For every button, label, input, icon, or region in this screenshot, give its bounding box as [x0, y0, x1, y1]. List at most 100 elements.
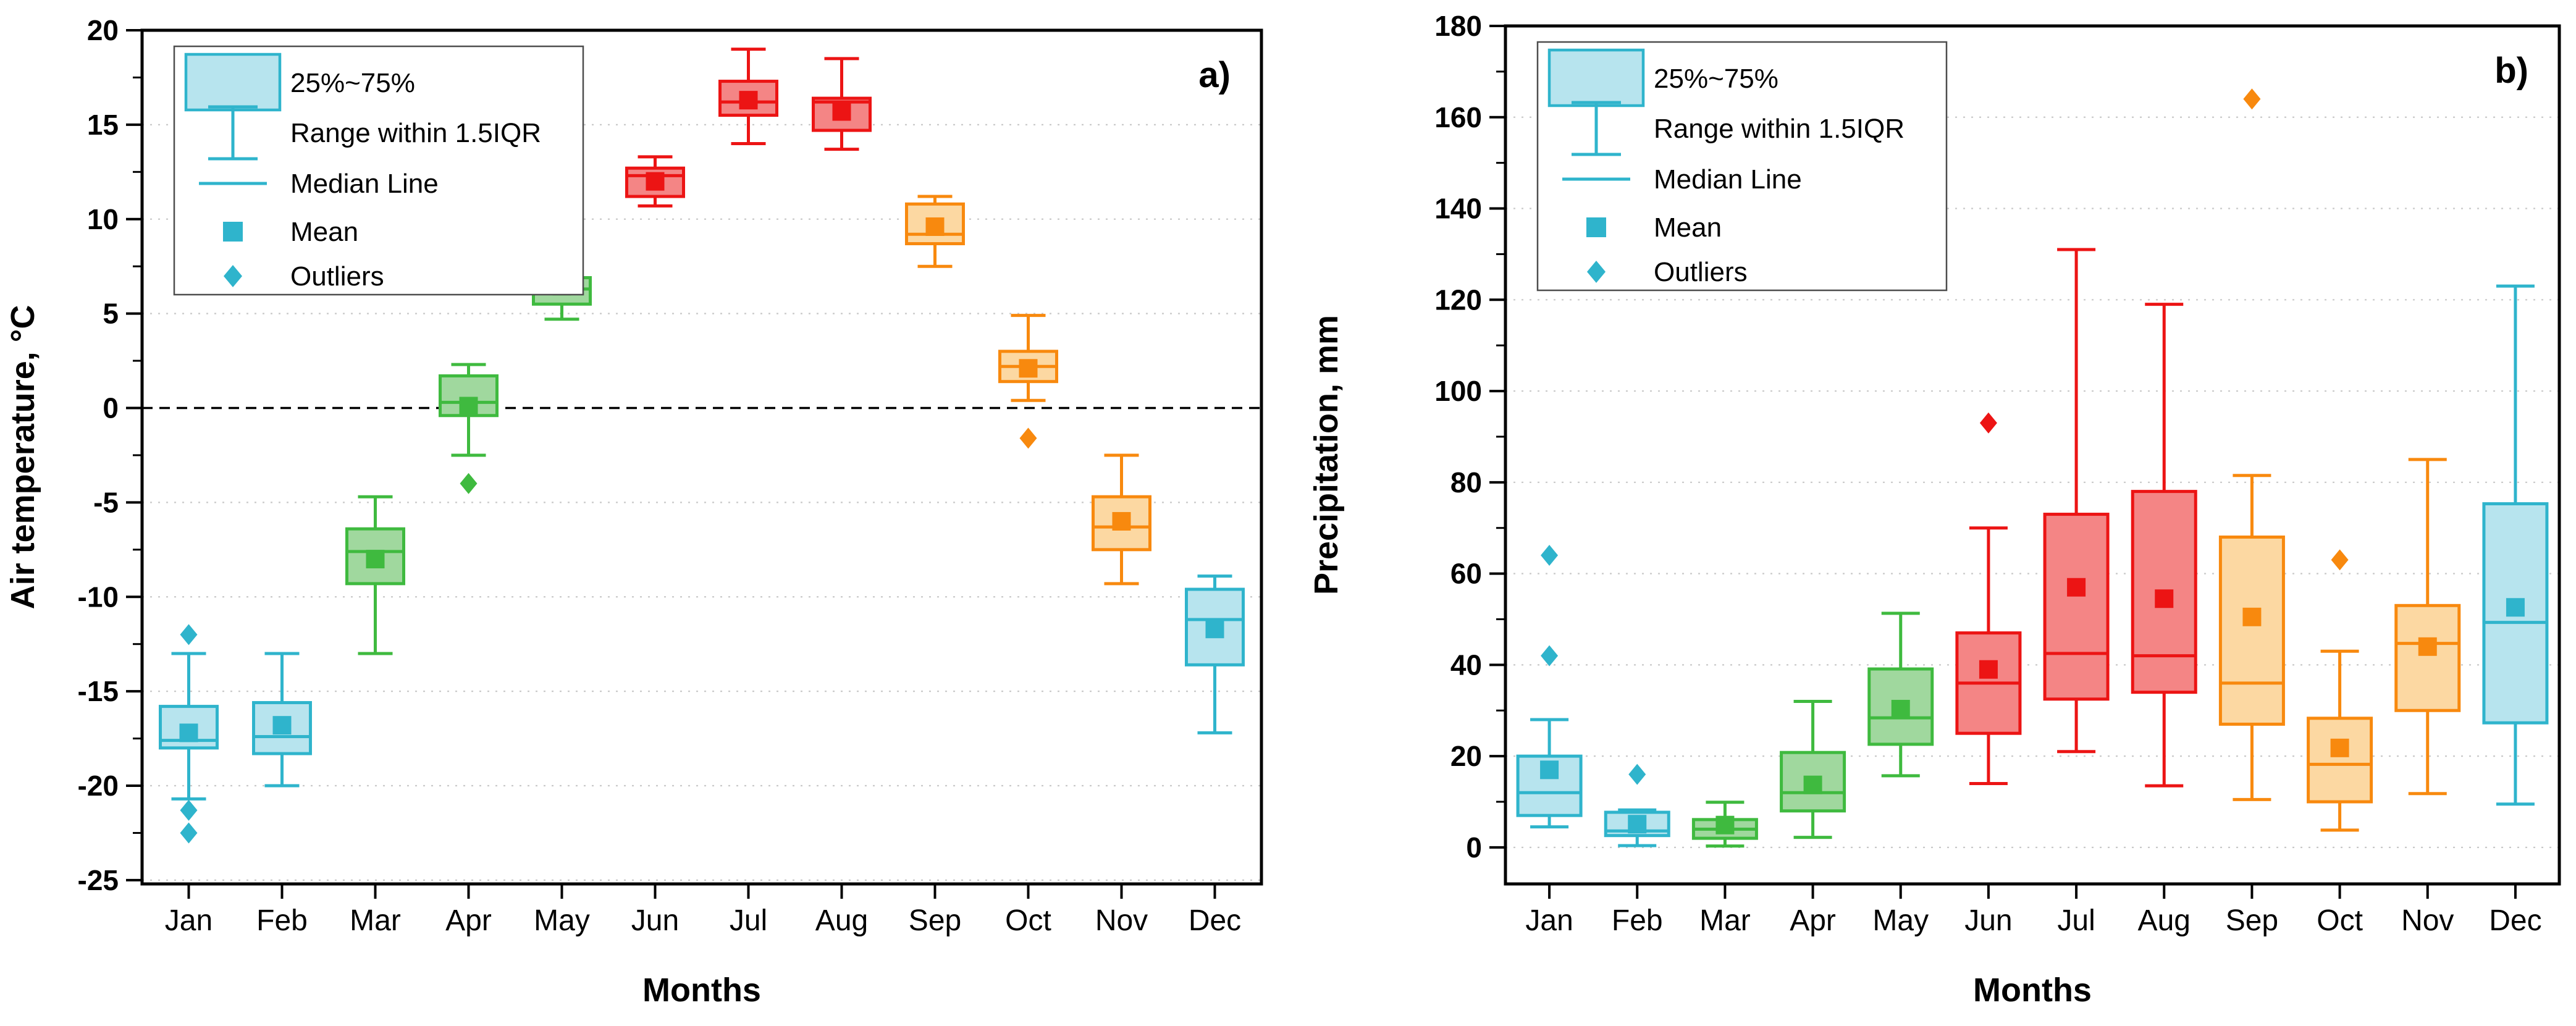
legend-outlier-icon — [224, 265, 242, 287]
month-box-Oct — [2307, 549, 2373, 832]
x-axis-title: Months — [1973, 972, 2092, 1009]
y-tick-label: 80 — [1450, 466, 1482, 498]
x-tick-label: May — [1872, 904, 1929, 937]
x-tick-label: May — [534, 904, 590, 937]
plot-frame — [1504, 24, 2561, 886]
legend-label: Range within 1.5IQR — [290, 118, 541, 148]
y-axis-title: Air temperature, °C — [4, 305, 41, 610]
x-tick-label: Jul — [730, 904, 767, 937]
x-tick-label: Feb — [256, 904, 308, 937]
y-tick-label: 5 — [103, 298, 119, 330]
mean-marker — [2506, 598, 2525, 617]
legend-label: Outliers — [290, 261, 384, 292]
y-tick-label: 40 — [1450, 649, 1482, 681]
month-box-Aug — [812, 57, 872, 151]
y-axis-title: Precipitation, mm — [1308, 315, 1345, 595]
mean-marker — [646, 172, 665, 191]
mean-marker — [1540, 760, 1559, 780]
iqr-box — [2043, 513, 2110, 701]
temperature-chart: 20 15 10 5 0 -5 -10 -15 -20 -25 Jan Feb Mar Apr May Jun… — [4, 14, 1263, 1009]
legend-label: 25%~75% — [290, 68, 415, 98]
mean-marker — [2067, 578, 2086, 597]
outlier-marker — [2243, 88, 2261, 110]
y-tick-label: 160 — [1434, 101, 1482, 133]
y-tick-label: 0 — [103, 392, 119, 424]
x-tick-label: Apr — [1790, 904, 1836, 937]
legend-label: Median Line — [290, 169, 439, 199]
y-tick-label: 15 — [87, 109, 119, 141]
x-tick-label: Jul — [2057, 904, 2095, 937]
x-tick-label: Oct — [2317, 904, 2363, 937]
legend-box-swatch — [1547, 48, 1645, 107]
iqr-box — [2218, 535, 2285, 726]
mean-marker — [1891, 700, 1910, 719]
mean-marker — [2155, 589, 2174, 608]
mean-marker — [1628, 815, 1647, 834]
outlier-marker — [1979, 412, 1997, 434]
legend-label: Median Line — [1654, 164, 1802, 195]
y-tick-label: -5 — [93, 486, 119, 518]
x-tick-label: Jun — [631, 904, 679, 937]
legend-label: Mean — [1654, 212, 1722, 243]
x-tick-label: Aug — [815, 904, 868, 937]
outlier-marker — [180, 799, 198, 821]
mean-marker — [1019, 359, 1038, 378]
month-box-Mar — [345, 495, 405, 655]
mean-marker — [2330, 738, 2349, 757]
mean-marker — [1803, 775, 1822, 794]
mean-marker — [459, 397, 478, 416]
iqr-box — [2394, 603, 2461, 712]
month-box-Feb — [252, 652, 312, 788]
x-tick-label: Apr — [445, 904, 492, 937]
y-tick-label: 20 — [87, 14, 119, 46]
mean-marker — [1979, 660, 1998, 679]
precipitation-chart: 180 160 140 120 100 80 60 40 20 0 Jan Feb Mar Apr May J… — [1308, 10, 2561, 1009]
x-tick-label: Oct — [1005, 904, 1051, 937]
x-axis-title: Months — [642, 972, 761, 1009]
month-box-Feb — [1604, 763, 1670, 847]
x-tick-label: Nov — [2401, 904, 2454, 937]
x-tick-label: Mar — [350, 904, 401, 937]
x-tick-label: Feb — [1612, 904, 1663, 937]
y-tick-label: -15 — [78, 675, 119, 707]
x-tick-label: Jan — [1525, 904, 1573, 937]
outlier-marker — [1541, 545, 1559, 566]
y-tick-label: 100 — [1434, 375, 1482, 407]
legend-label: Outliers — [1654, 257, 1748, 287]
outlier-marker — [1628, 763, 1646, 785]
outlier-marker — [180, 624, 198, 645]
legend-mean-icon — [223, 222, 243, 242]
x-tick-label: Dec — [1189, 904, 1241, 937]
month-box-Oct — [998, 314, 1058, 449]
mean-marker — [1715, 815, 1735, 835]
outlier-marker — [1019, 427, 1037, 449]
legend-label: Mean — [290, 217, 358, 247]
outlier-marker — [180, 822, 198, 844]
x-tick-label: Sep — [2226, 904, 2278, 937]
mean-marker — [272, 716, 292, 735]
mean-marker — [2418, 637, 2437, 656]
outlier-marker — [1541, 645, 1559, 666]
month-box-Sep — [905, 195, 965, 268]
month-box-Nov — [1092, 453, 1151, 586]
x-tick-label: Sep — [909, 904, 961, 937]
x-tick-label: Aug — [2138, 904, 2191, 937]
mean-marker — [179, 723, 198, 742]
y-tick-label: -25 — [78, 864, 119, 896]
mean-marker — [1205, 620, 1224, 639]
y-tick-label: -20 — [78, 770, 119, 802]
month-box-Nov — [2394, 458, 2461, 796]
mean-marker — [1112, 511, 1131, 531]
month-box-Jan — [159, 624, 219, 844]
mean-marker — [2242, 607, 2262, 626]
y-tick-label: 10 — [87, 203, 119, 235]
y-tick-label: 60 — [1450, 558, 1482, 590]
y-tick-label: 140 — [1434, 193, 1482, 225]
month-box-Jun — [625, 155, 685, 208]
month-box-Aug — [2131, 303, 2197, 788]
x-tick-label: Jan — [165, 904, 213, 937]
legend-outlier-icon — [1587, 261, 1606, 283]
mean-marker — [366, 550, 385, 569]
x-tick-label: Nov — [1095, 904, 1148, 937]
